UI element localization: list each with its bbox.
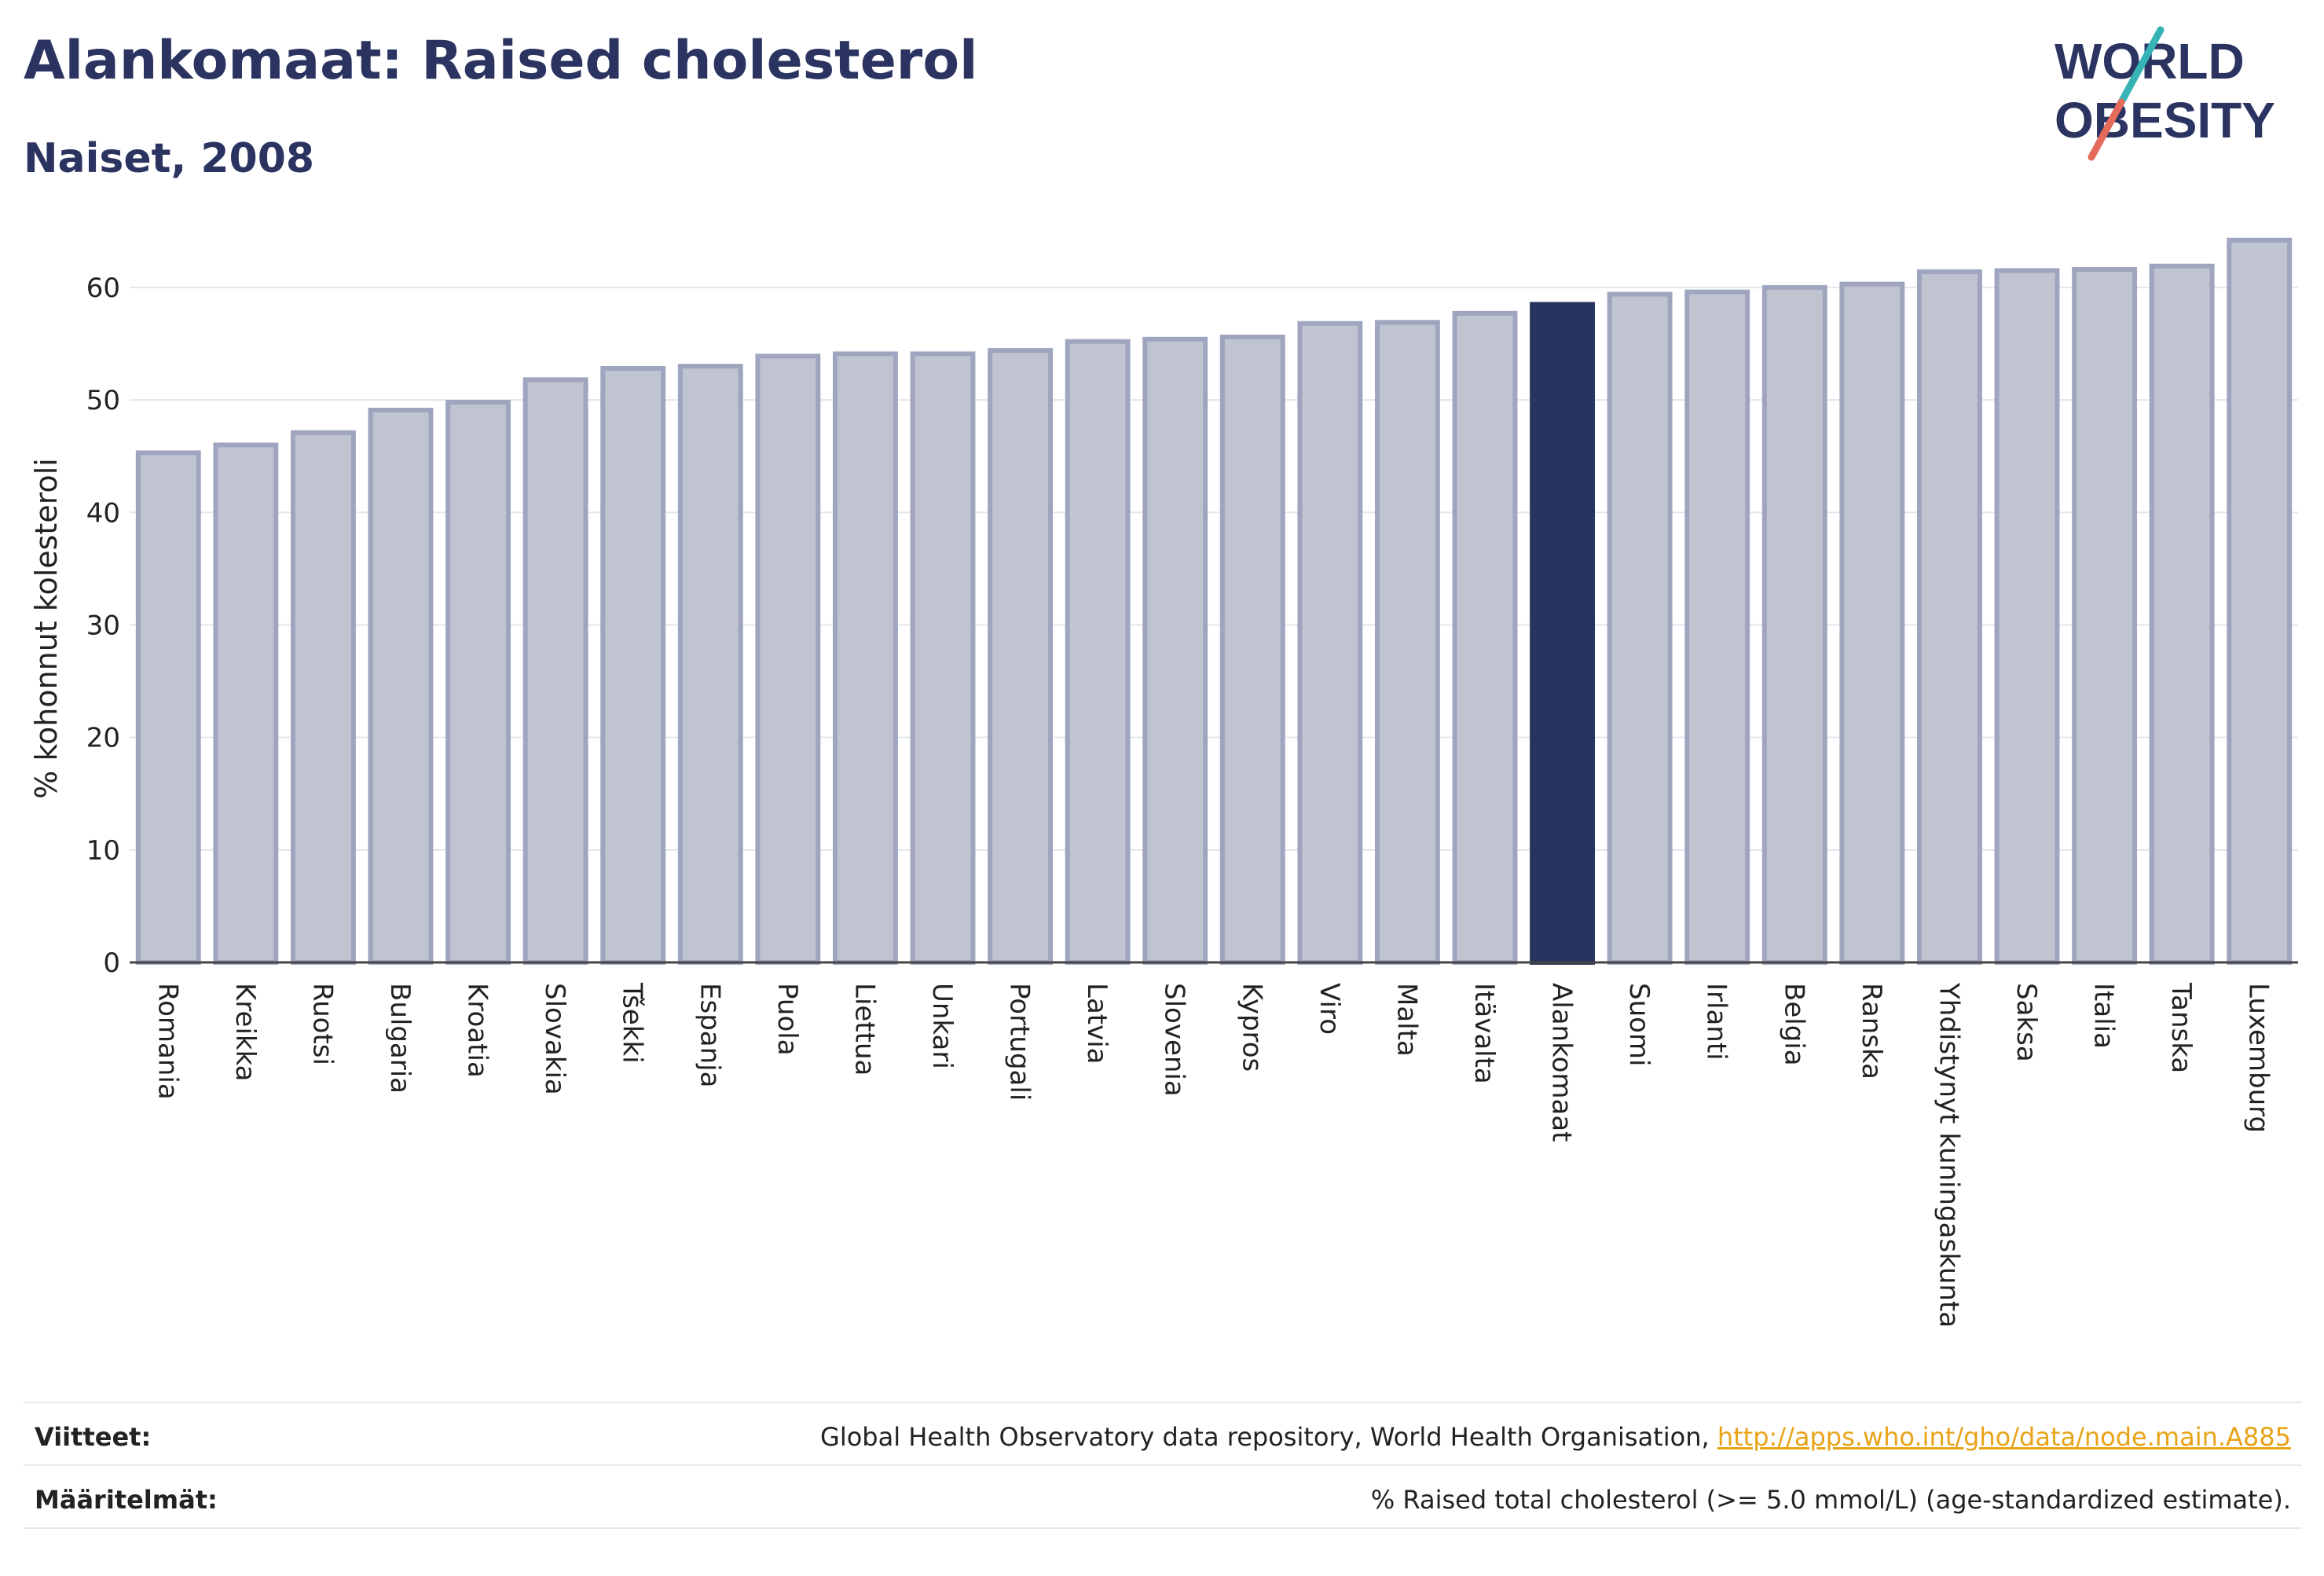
bar (1607, 291, 1673, 965)
x-tick-label: Kroatia (462, 983, 493, 1078)
bar (2072, 267, 2138, 965)
bar (1684, 289, 1750, 965)
bar (135, 450, 201, 965)
x-tick-label: Yhdistynyt kuningaskunta (1933, 982, 1964, 1328)
bar (1761, 284, 1827, 965)
bar (677, 364, 743, 965)
x-tick-label: Kreikka (229, 983, 261, 1082)
y-tick-label: 0 (103, 947, 120, 979)
x-axis-ticks: Romania Kreikka Ruotsi Bulgaria Kroatia Slova… (152, 982, 2274, 1328)
x-tick-label: Bulgaria (384, 983, 416, 1094)
bar (910, 351, 976, 965)
x-tick-label: Ranska (1856, 983, 1887, 1079)
x-tick-label: Irlanti (1701, 983, 1732, 1061)
x-tick-label: Espanja (694, 983, 725, 1087)
y-tick-label: 40 (86, 497, 120, 529)
world-obesity-logo: WORLD OBESITY (2055, 26, 2275, 161)
x-tick-label: Suomi (1623, 983, 1655, 1067)
footer-bottom-divider (24, 1527, 2302, 1529)
bar (600, 366, 666, 965)
y-tick-label: 60 (86, 273, 120, 304)
x-tick-label: Italia (2088, 983, 2120, 1049)
x-tick-label: Slovakia (539, 983, 570, 1095)
bar (2227, 237, 2293, 966)
x-tick-label: Romania (152, 983, 183, 1100)
bar (1297, 321, 1363, 965)
bar-chart: 0 10 20 30 40 50 60 % kohonnut kolesteroli Rom… (29, 237, 2298, 1328)
bar (522, 377, 588, 965)
logo-slash-red-icon (2088, 98, 2125, 161)
y-tick-label: 30 (86, 610, 120, 641)
bar (290, 430, 356, 965)
bar (988, 348, 1054, 966)
chart-title: Alankomaat: Raised cholesterol (24, 30, 978, 92)
x-tick-label: Alankomaat (1546, 983, 1578, 1142)
x-tick-label: Portugali (1004, 983, 1036, 1101)
y-axis-ticks: 0 10 20 30 40 50 60 (86, 273, 120, 979)
references-value: Global Health Observatory data repositor… (820, 1422, 2291, 1452)
y-tick-label: 20 (86, 723, 120, 754)
bar (445, 399, 511, 966)
bar (832, 351, 898, 965)
chart-subtitle: Naiset, 2008 (24, 135, 315, 182)
x-tick-label: Tšekki (617, 982, 648, 1064)
x-tick-label: Ruotsi (306, 983, 338, 1065)
bar (1142, 336, 1208, 966)
x-tick-label: Itävalta (1468, 983, 1500, 1084)
x-tick-label: Tanska (2165, 982, 2197, 1073)
x-tick-label: Puola (772, 983, 803, 1056)
definitions-text: % Raised total cholesterol (>= 5.0 mmol/… (1370, 1485, 2291, 1515)
x-tick-label: Liettua (849, 983, 880, 1076)
bar (368, 407, 434, 965)
bar (1065, 339, 1131, 965)
definitions-label: Määritelmät: (35, 1485, 218, 1515)
references-label: Viitteet: (35, 1422, 152, 1452)
y-tick-label: 50 (86, 385, 120, 416)
bar (1452, 310, 1518, 966)
references-link[interactable]: http://apps.who.int/gho/data/node.main.A… (1717, 1422, 2291, 1452)
bar (1916, 269, 1982, 965)
bar (2149, 263, 2215, 966)
y-tick-label: 10 (86, 835, 120, 867)
bar (755, 354, 821, 965)
x-tick-label: Malta (1391, 983, 1422, 1057)
x-tick-label: Slovenia (1159, 983, 1190, 1097)
x-tick-label: Belgia (1778, 983, 1809, 1066)
logo-slash-teal-icon (2117, 26, 2165, 106)
bar (1839, 281, 1905, 965)
x-tick-label: Latvia (1081, 983, 1113, 1065)
x-tick-label: Unkari (926, 983, 958, 1069)
bar (1994, 268, 2060, 965)
y-axis-label: % kohonnut kolesteroli (29, 458, 64, 799)
definitions-row: Määritelmät: % Raised total cholesterol … (24, 1464, 2302, 1529)
logo-line1: WORLD (2055, 33, 2245, 90)
bar (1374, 320, 1440, 965)
references-row: Viitteet: Global Health Observatory data… (24, 1402, 2302, 1466)
bar-highlight (1530, 302, 1596, 965)
x-tick-label: Luxemburg (2243, 983, 2275, 1133)
logo-line2: OBESITY (2055, 92, 2275, 148)
references-text: Global Health Observatory data repositor… (820, 1422, 1717, 1452)
bars (135, 237, 2293, 966)
x-tick-label: Viro (1314, 983, 1345, 1035)
x-tick-label: Saksa (2011, 983, 2042, 1062)
bar (1219, 334, 1285, 965)
bar (213, 442, 279, 965)
x-tick-label: Kypros (1236, 983, 1267, 1072)
